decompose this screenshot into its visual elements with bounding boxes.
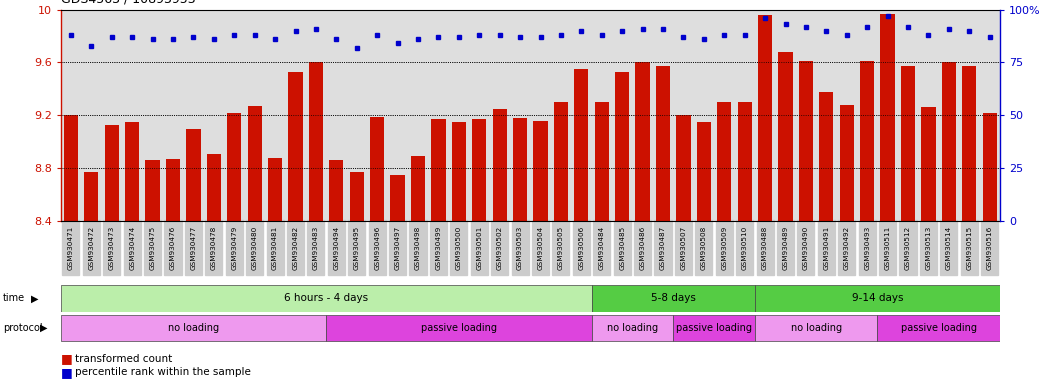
Bar <box>165 159 180 221</box>
Bar <box>840 105 854 221</box>
Bar <box>533 121 548 221</box>
Bar <box>125 122 139 221</box>
Bar <box>778 52 793 221</box>
Bar <box>268 158 283 221</box>
Text: 5-8 days: 5-8 days <box>651 293 695 303</box>
Bar <box>410 156 425 221</box>
Bar <box>288 72 303 221</box>
Bar <box>799 61 814 221</box>
Bar <box>595 102 609 221</box>
Text: 9-14 days: 9-14 days <box>851 293 904 303</box>
Bar <box>186 129 201 221</box>
Bar <box>247 106 262 221</box>
Bar <box>877 314 1000 341</box>
Text: ▶: ▶ <box>40 323 47 333</box>
Text: transformed count: transformed count <box>75 354 173 364</box>
Text: no loading: no loading <box>168 323 219 333</box>
Bar <box>941 63 956 221</box>
Bar <box>655 66 670 221</box>
Bar <box>696 122 711 221</box>
Bar <box>574 69 588 221</box>
Bar <box>717 102 732 221</box>
Text: ■: ■ <box>61 366 72 379</box>
Bar <box>962 66 977 221</box>
Bar <box>860 61 874 221</box>
Bar <box>451 122 466 221</box>
Bar <box>492 109 507 221</box>
Bar <box>673 314 755 341</box>
Bar <box>982 113 997 221</box>
Bar <box>636 63 650 221</box>
Text: passive loading: passive loading <box>676 323 752 333</box>
Bar <box>206 154 221 221</box>
Bar <box>227 113 242 221</box>
Bar <box>326 314 592 341</box>
Bar <box>676 116 691 221</box>
Text: 6 hours - 4 days: 6 hours - 4 days <box>284 293 369 303</box>
Bar <box>592 314 673 341</box>
Bar <box>84 172 98 221</box>
Text: time: time <box>3 293 25 303</box>
Text: ■: ■ <box>61 353 72 366</box>
Text: no loading: no loading <box>790 323 842 333</box>
Bar <box>513 118 528 221</box>
Bar <box>921 108 936 221</box>
Bar <box>329 161 343 221</box>
Bar <box>61 314 326 341</box>
Bar <box>758 15 773 221</box>
Text: GDS4563 / 10893953: GDS4563 / 10893953 <box>61 0 196 6</box>
Bar <box>819 92 833 221</box>
Text: no loading: no loading <box>607 323 658 333</box>
Text: passive loading: passive loading <box>900 323 977 333</box>
Bar <box>554 102 569 221</box>
Bar <box>431 119 446 221</box>
Bar <box>900 66 915 221</box>
Bar <box>592 285 755 312</box>
Bar <box>755 314 877 341</box>
Text: percentile rank within the sample: percentile rank within the sample <box>75 367 251 377</box>
Bar <box>61 285 592 312</box>
Bar <box>64 116 79 221</box>
Bar <box>737 102 752 221</box>
Bar <box>105 125 119 221</box>
Text: passive loading: passive loading <box>421 323 497 333</box>
Text: protocol: protocol <box>3 323 43 333</box>
Bar <box>615 72 629 221</box>
Bar <box>350 172 364 221</box>
Bar <box>146 161 160 221</box>
Bar <box>391 175 405 221</box>
Bar <box>755 285 1000 312</box>
Bar <box>370 117 384 221</box>
Text: ▶: ▶ <box>31 293 39 303</box>
Bar <box>881 13 895 221</box>
Bar <box>309 63 324 221</box>
Bar <box>472 119 487 221</box>
